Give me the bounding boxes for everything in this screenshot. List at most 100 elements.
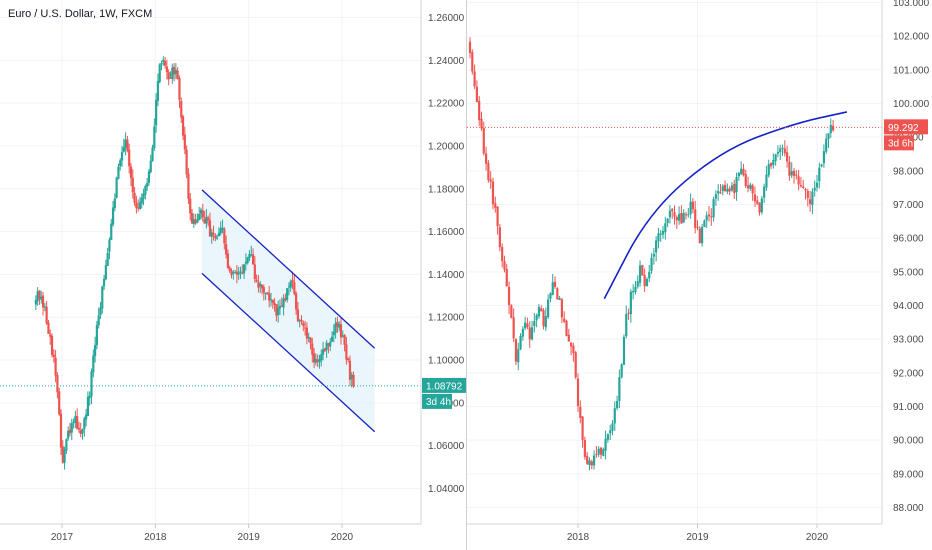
candle-body bbox=[512, 317, 515, 339]
candle-body bbox=[151, 147, 154, 162]
pane-divider[interactable] bbox=[466, 0, 467, 550]
candle-body bbox=[558, 298, 561, 301]
candle-body bbox=[517, 349, 520, 363]
candle-body bbox=[689, 201, 692, 215]
candle-body bbox=[574, 352, 577, 378]
candle-body bbox=[804, 189, 807, 191]
candle-body bbox=[664, 223, 667, 233]
candle-body bbox=[34, 300, 37, 305]
left-chart-title: Euro / U.S. Dollar, 1W, FXCM bbox=[8, 8, 152, 20]
candle-body bbox=[588, 460, 591, 466]
candle-body bbox=[239, 271, 242, 274]
candle-body bbox=[232, 272, 235, 274]
price-tick-label: 88.000 bbox=[893, 503, 924, 514]
candle-body bbox=[537, 307, 541, 317]
candle-body bbox=[140, 197, 143, 204]
candle-body bbox=[484, 153, 488, 164]
candle-body bbox=[678, 213, 681, 221]
candle-body bbox=[671, 209, 674, 212]
candle-body bbox=[203, 219, 206, 224]
left-chart-pane[interactable]: 1.26000 1.24000 1.22000 1.20000 1.18000 1.160… bbox=[0, 0, 466, 543]
candle-body bbox=[50, 335, 54, 355]
candle-body bbox=[636, 281, 639, 287]
candle-body bbox=[153, 126, 156, 149]
time-tick-label: 2019 bbox=[238, 532, 261, 543]
candle-body bbox=[244, 261, 247, 264]
candle-body bbox=[827, 133, 830, 140]
candle-body bbox=[289, 281, 292, 288]
candle-body bbox=[282, 298, 285, 308]
candle-body bbox=[255, 279, 258, 282]
countdown-label: 3d 4h bbox=[426, 397, 451, 408]
candle-body bbox=[237, 272, 240, 275]
candle-body bbox=[97, 315, 100, 326]
candle-body bbox=[806, 191, 809, 198]
right-time-axis[interactable]: 2018 2019 2020 bbox=[567, 524, 829, 543]
price-tick-label: 97.000 bbox=[893, 200, 924, 211]
candle-body bbox=[696, 226, 699, 228]
candle-body bbox=[774, 154, 777, 161]
right-candles bbox=[468, 37, 835, 471]
candle-body bbox=[228, 267, 231, 271]
candle-body bbox=[323, 348, 326, 351]
candle-body bbox=[341, 335, 344, 337]
candle-body bbox=[212, 233, 215, 235]
channel-lower-line[interactable] bbox=[201, 272, 376, 433]
candle-body bbox=[570, 342, 573, 347]
candle-body bbox=[38, 290, 41, 299]
candle-body bbox=[501, 246, 504, 262]
candle-body bbox=[712, 199, 715, 218]
right-drawings bbox=[467, 111, 882, 300]
right-chart-pane[interactable]: 103.000102.000101.000100.00099.00098.000… bbox=[467, 0, 930, 543]
price-tick-label: 1.22000 bbox=[428, 99, 465, 110]
candle-body bbox=[138, 202, 142, 210]
candle-body bbox=[526, 323, 529, 328]
candle-body bbox=[609, 430, 612, 434]
candle-body bbox=[72, 421, 75, 423]
candle-body bbox=[797, 176, 800, 185]
candle-body bbox=[551, 282, 554, 296]
candle-body bbox=[271, 299, 274, 303]
time-tick-label: 2020 bbox=[331, 532, 354, 543]
candle-body bbox=[205, 216, 208, 224]
candle-body bbox=[291, 279, 294, 283]
candle-body bbox=[56, 374, 59, 393]
candle-body bbox=[694, 209, 697, 228]
channel-upper-line[interactable] bbox=[201, 189, 376, 349]
arc-drawing[interactable] bbox=[603, 111, 848, 300]
candle-body bbox=[611, 423, 614, 431]
candle-body bbox=[171, 67, 174, 79]
candle-body bbox=[54, 357, 57, 376]
left-time-axis[interactable]: 2017 2018 2019 2020 bbox=[51, 524, 354, 543]
candle-body bbox=[201, 210, 204, 218]
candle-body bbox=[181, 116, 185, 136]
candle-body bbox=[790, 171, 793, 176]
candle-body bbox=[305, 327, 308, 339]
time-tick-label: 2018 bbox=[144, 532, 167, 543]
candle-body bbox=[314, 359, 317, 363]
candle-body bbox=[156, 80, 160, 101]
candle-body bbox=[700, 227, 704, 244]
candle-body bbox=[811, 191, 814, 206]
price-tick-label: 1.14000 bbox=[428, 270, 465, 281]
candle-body bbox=[217, 232, 221, 237]
candle-body bbox=[471, 51, 474, 72]
candle-body bbox=[347, 358, 350, 361]
candle-body bbox=[491, 181, 495, 205]
candle-body bbox=[79, 430, 82, 434]
candle-body bbox=[753, 194, 757, 202]
candle-body bbox=[528, 327, 531, 340]
candle-body bbox=[475, 86, 478, 102]
candle-body bbox=[581, 416, 584, 440]
candle-body bbox=[730, 185, 734, 191]
candle-body bbox=[192, 218, 195, 225]
candle-body bbox=[740, 168, 743, 175]
candle-body bbox=[563, 318, 566, 322]
candle-body bbox=[535, 315, 538, 321]
candle-body bbox=[40, 296, 43, 300]
price-tick-label: 101.000 bbox=[893, 65, 930, 76]
candle-body bbox=[214, 235, 217, 239]
candle-body bbox=[318, 359, 321, 363]
candle-body bbox=[620, 364, 623, 378]
candle-body bbox=[321, 349, 325, 355]
